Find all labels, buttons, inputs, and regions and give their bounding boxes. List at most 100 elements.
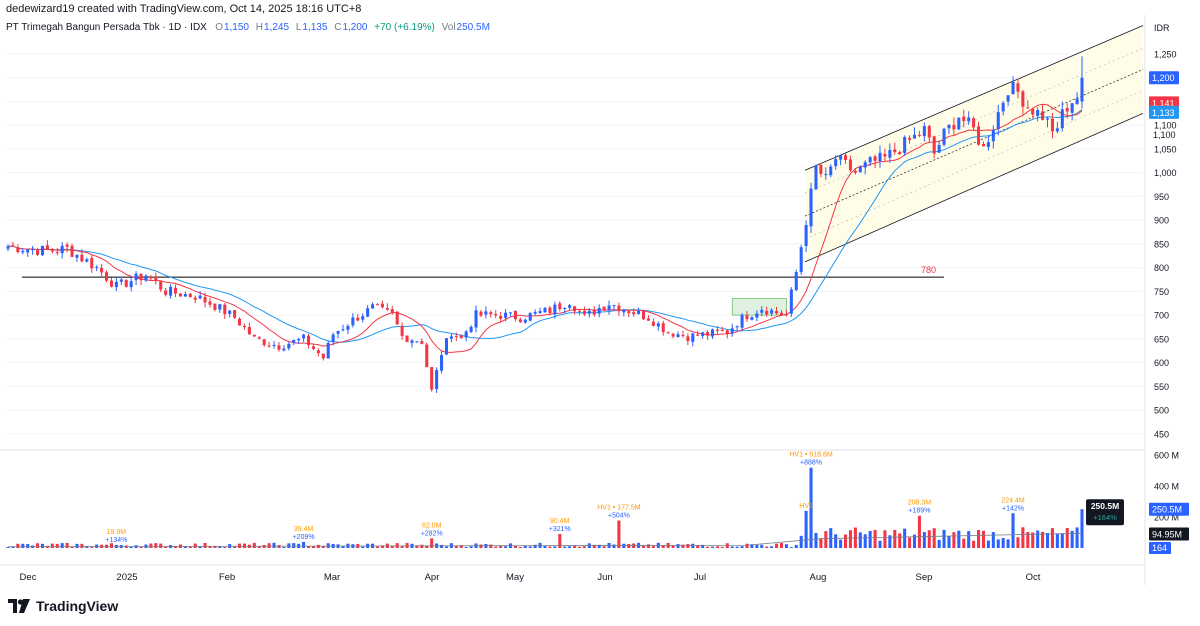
- candle-body: [440, 355, 444, 371]
- candle-body: [528, 313, 532, 321]
- candle-body: [459, 335, 463, 339]
- candle-body: [173, 287, 178, 294]
- volume-bar: [60, 543, 64, 548]
- candle-body: [267, 345, 271, 347]
- candle-body: [454, 336, 458, 338]
- candle-body: [775, 311, 779, 314]
- volume-bar: [809, 467, 813, 548]
- volume-last-badge: 250.5M: [1152, 505, 1182, 515]
- volume-bar: [154, 543, 158, 548]
- volume-bar: [55, 543, 59, 548]
- consolidation-box: [731, 298, 787, 316]
- volume-bar: [597, 544, 601, 548]
- price-tick-label: 700: [1154, 311, 1169, 321]
- candle-body: [853, 171, 857, 173]
- volume-bar: [149, 543, 153, 548]
- volume-bar: [302, 541, 306, 548]
- volume-spike-label: 62.0M: [422, 522, 442, 529]
- volume-bar: [21, 543, 25, 548]
- volume-spike-percent: +888%: [800, 460, 822, 467]
- volume-bar: [804, 510, 808, 548]
- candle-body: [55, 252, 59, 254]
- volume-bar: [843, 534, 848, 548]
- volume-bar: [750, 544, 754, 548]
- volume-bar: [770, 546, 774, 548]
- volume-bar: [715, 546, 719, 548]
- volume-spike-label: 39.4M: [294, 526, 314, 533]
- volume-bar: [1011, 513, 1015, 548]
- channel-upper-line: [804, 25, 1144, 171]
- candle-body: [735, 326, 739, 328]
- candle-body: [642, 310, 646, 320]
- candle-body: [834, 159, 838, 167]
- time-tick-label: Mar: [324, 572, 340, 583]
- candle-body: [597, 308, 601, 314]
- candle-body: [573, 306, 577, 312]
- volume-bar: [75, 543, 79, 548]
- candle-body: [750, 317, 754, 320]
- candle-body: [169, 286, 173, 296]
- candle-body: [893, 149, 897, 153]
- volume-bar: [287, 543, 291, 548]
- volume-value: 250.5M: [456, 22, 490, 33]
- candle-body: [351, 317, 355, 326]
- candle-body: [400, 325, 404, 336]
- volume-bar: [159, 543, 163, 548]
- volume-bar: [36, 543, 40, 548]
- candle-body: [178, 293, 182, 297]
- volume-bar: [912, 534, 917, 548]
- candle-body: [1055, 128, 1059, 132]
- volume-bar: [617, 520, 621, 548]
- symbol-name[interactable]: PT Trimegah Bangun Persada Tbk · 1D · ID…: [6, 22, 207, 33]
- candle-body: [839, 155, 843, 160]
- volume-bar: [238, 543, 242, 548]
- volume-bar: [252, 542, 256, 548]
- candle-body: [139, 273, 143, 281]
- volume-bar: [11, 546, 15, 548]
- candle-body: [356, 317, 360, 321]
- volume-spike-label: HV1: [799, 503, 813, 510]
- candle-body: [824, 174, 828, 176]
- time-tick-label: Jul: [694, 572, 706, 583]
- volume-bar: [558, 534, 562, 548]
- volume-bar: [361, 546, 365, 548]
- candle-body: [947, 124, 951, 129]
- volume-bar: [341, 546, 345, 548]
- volume-bar: [775, 543, 779, 548]
- price-tick-label: 1,100: [1154, 121, 1177, 131]
- channel-quarter-line: [804, 90, 1144, 240]
- candle-body: [809, 188, 813, 227]
- volume-bar: [646, 544, 650, 548]
- candle-body: [50, 249, 54, 252]
- chart-canvas[interactable]: 1,250 1,200 1,150 1,100 1,050 1,000 950 900 850 8…: [0, 0, 1200, 590]
- candle-body: [40, 245, 45, 256]
- volume-bar: [1031, 532, 1035, 548]
- candle-body: [31, 249, 35, 251]
- candle-body: [799, 247, 803, 273]
- volume-bar: [888, 535, 892, 548]
- candle-body: [326, 342, 330, 359]
- candle-body: [375, 304, 380, 306]
- candle-body: [602, 306, 606, 311]
- volume-bar: [834, 534, 838, 548]
- price-tick-label: 800: [1154, 263, 1169, 273]
- volume-bar: [977, 529, 981, 548]
- volume-bar: [789, 547, 793, 548]
- volume-bar: [85, 546, 89, 548]
- candle-body: [499, 315, 503, 319]
- candle-body: [1006, 95, 1010, 102]
- candle-body: [361, 316, 365, 320]
- candle-body: [287, 343, 291, 349]
- volume-bar: [523, 545, 527, 548]
- candle-body: [415, 341, 419, 343]
- close-value: 1,200: [342, 22, 368, 33]
- candle-body: [1045, 118, 1050, 120]
- open-value: 1,150: [223, 22, 249, 33]
- volume-bar: [972, 540, 976, 548]
- candle-body: [908, 137, 912, 140]
- channel-lower-line: [804, 112, 1144, 263]
- candle-body: [390, 309, 394, 313]
- last-close-badge: 1,200: [1152, 73, 1175, 83]
- candle-body: [843, 155, 848, 160]
- volume-bar: [109, 543, 113, 548]
